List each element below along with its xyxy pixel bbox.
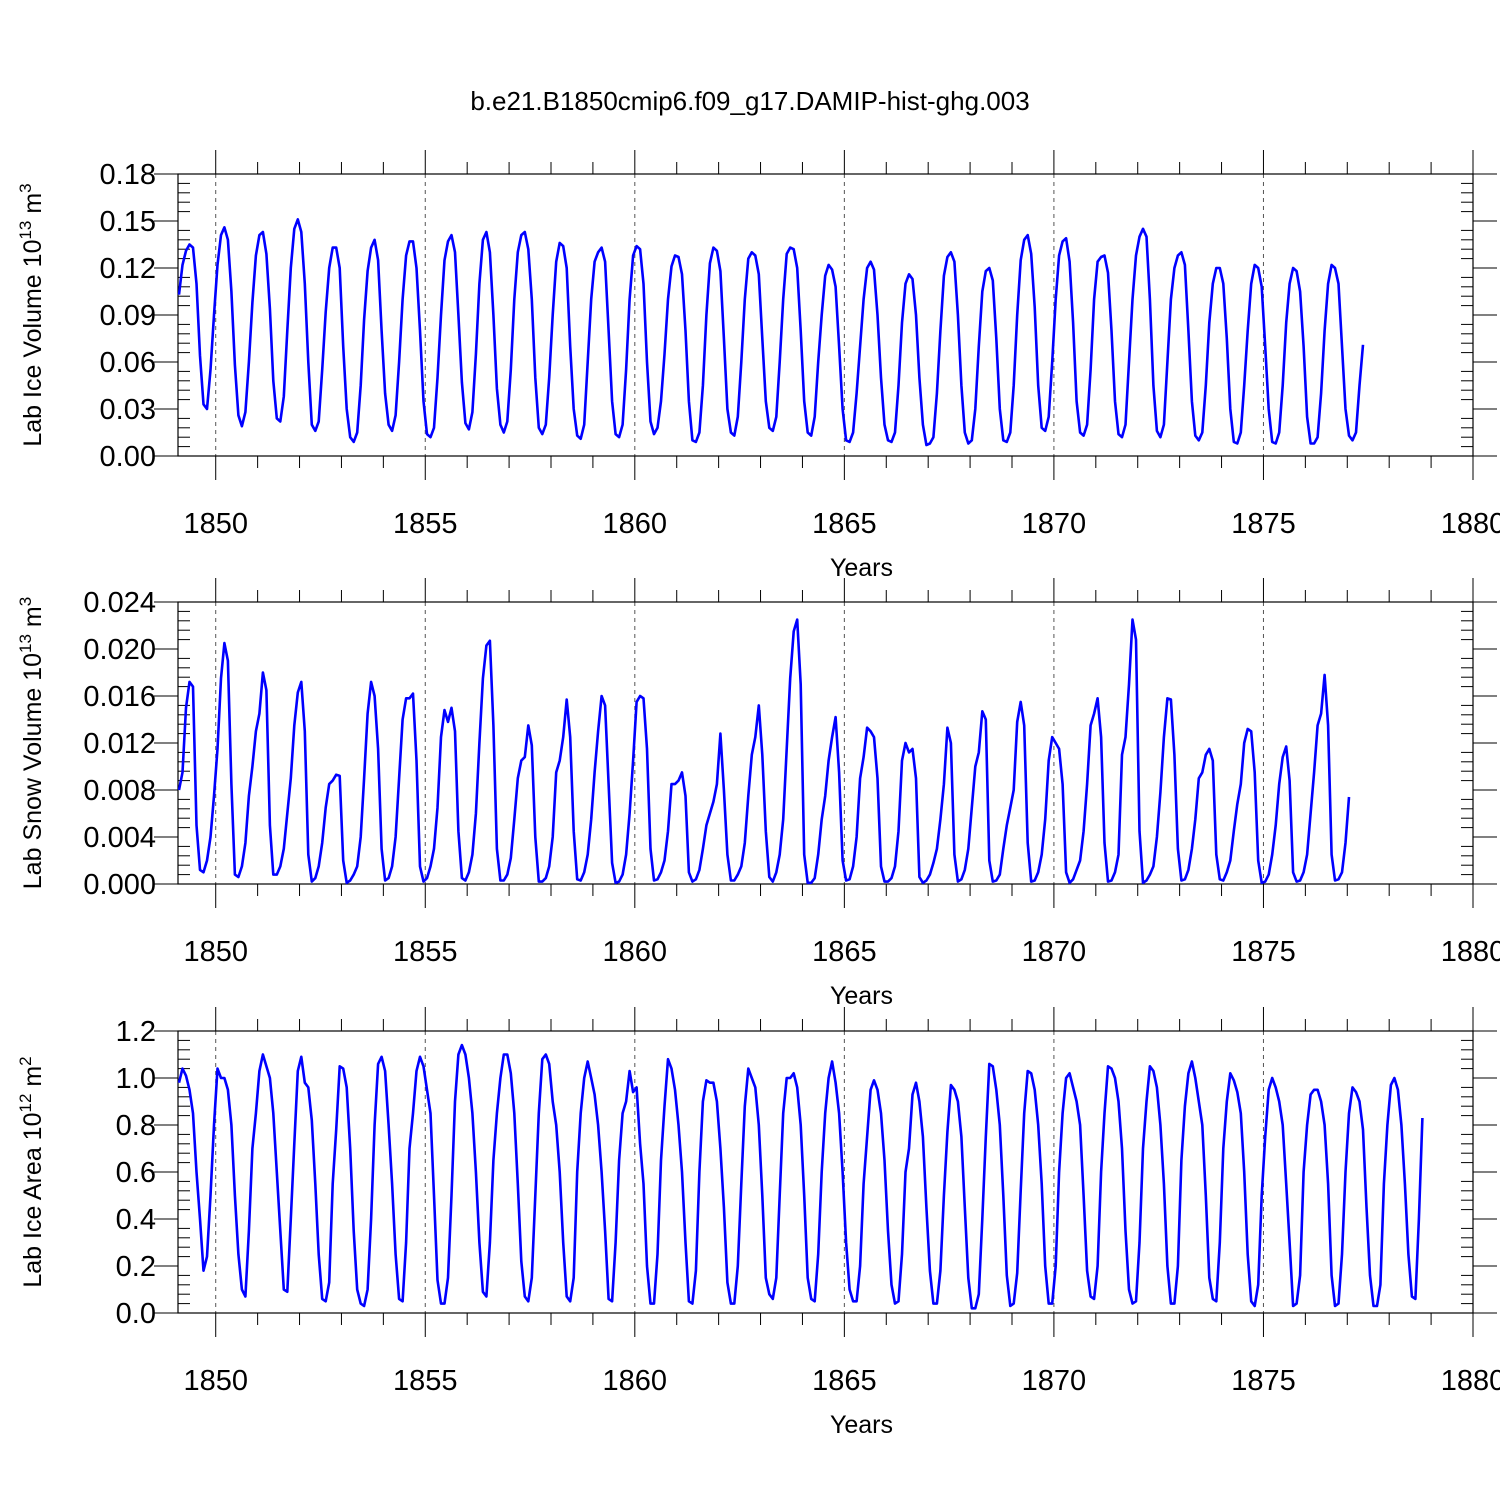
- y-tick-label: 0.0: [116, 1298, 156, 1330]
- x-tick-label: 1865: [812, 508, 877, 540]
- y-tick-label: 0.016: [83, 681, 156, 713]
- series-line: [177, 218, 1365, 447]
- plot-frame: [177, 601, 1474, 885]
- x-axis-label: Years: [830, 982, 893, 1010]
- y-tick-label: 0.008: [83, 775, 156, 807]
- x-tick-label: 1875: [1231, 1365, 1296, 1397]
- y-tick-label: 0.09: [100, 300, 156, 332]
- y-axis-label: Lab Ice Area 1012 m2: [16, 1056, 47, 1287]
- ice-area-panel: 0.0 0.2 0.4 0.6 0.8 1.0 1.2 1850 1855 1860 1865 187…: [16, 1007, 1500, 1439]
- x-tick-label: 1865: [812, 1365, 877, 1397]
- y-tick-label: 0.15: [100, 206, 156, 238]
- page-title: b.e21.B1850cmip6.f09_g17.DAMIP-hist-ghg.…: [470, 86, 1030, 116]
- y-axis-label: Lab Snow Volume 1013 m3: [16, 597, 47, 889]
- x-tick-label: 1860: [603, 508, 668, 540]
- y-axis-label: Lab Ice Volume 1013 m3: [16, 183, 47, 446]
- y-tick-label: 0.00: [100, 441, 156, 473]
- y-tick-label: 0.18: [100, 159, 156, 191]
- x-tick-label: 1860: [603, 936, 668, 968]
- y-tick-label: 0.004: [83, 822, 156, 854]
- series-line: [177, 618, 1351, 885]
- x-tick-label: 1880: [1441, 508, 1500, 540]
- x-tick-label: 1850: [183, 936, 248, 968]
- x-tick-label: 1880: [1441, 1365, 1500, 1397]
- x-tick-label: 1870: [1022, 508, 1087, 540]
- snow-volume-panel: 0.000 0.004 0.008 0.012 0.016 0.020 0.024 1850 1…: [16, 578, 1500, 1010]
- y-tick-label: 0.06: [100, 347, 156, 379]
- x-tick-label: 1860: [603, 1365, 668, 1397]
- x-axis-label: Years: [830, 554, 893, 582]
- y-tick-label: 0.000: [83, 869, 156, 901]
- x-tick-label: 1850: [183, 508, 248, 540]
- y-tick-label: 0.020: [83, 634, 156, 666]
- y-tick-label: 0.03: [100, 394, 156, 426]
- x-axis-label: Years: [830, 1411, 893, 1439]
- ice-volume-panel: 0.00 0.03 0.06 0.09 0.12 0.15 0.18 1850 1855 1860…: [16, 150, 1500, 582]
- x-tick-label: 1875: [1231, 936, 1296, 968]
- y-tick-label: 0.12: [100, 253, 156, 285]
- x-tick-label: 1880: [1441, 936, 1500, 968]
- x-tick-label: 1870: [1022, 1365, 1087, 1397]
- x-tick-label: 1850: [183, 1365, 248, 1397]
- x-tick-label: 1855: [393, 936, 458, 968]
- y-tick-label: 0.6: [116, 1157, 156, 1189]
- x-tick-label: 1875: [1231, 508, 1296, 540]
- y-tick-label: 0.4: [116, 1204, 156, 1236]
- x-tick-label: 1855: [393, 508, 458, 540]
- x-tick-label: 1855: [393, 1365, 458, 1397]
- x-tick-label: 1865: [812, 936, 877, 968]
- series-line: [177, 1043, 1424, 1310]
- y-tick-label: 0.012: [83, 728, 156, 760]
- x-tick-label: 1870: [1022, 936, 1087, 968]
- y-tick-label: 0.2: [116, 1251, 156, 1283]
- y-tick-label: 0.024: [83, 587, 156, 619]
- plot-frame: [177, 173, 1474, 457]
- y-tick-label: 1.2: [116, 1016, 156, 1048]
- y-tick-label: 0.8: [116, 1110, 156, 1142]
- y-tick-label: 1.0: [116, 1063, 156, 1095]
